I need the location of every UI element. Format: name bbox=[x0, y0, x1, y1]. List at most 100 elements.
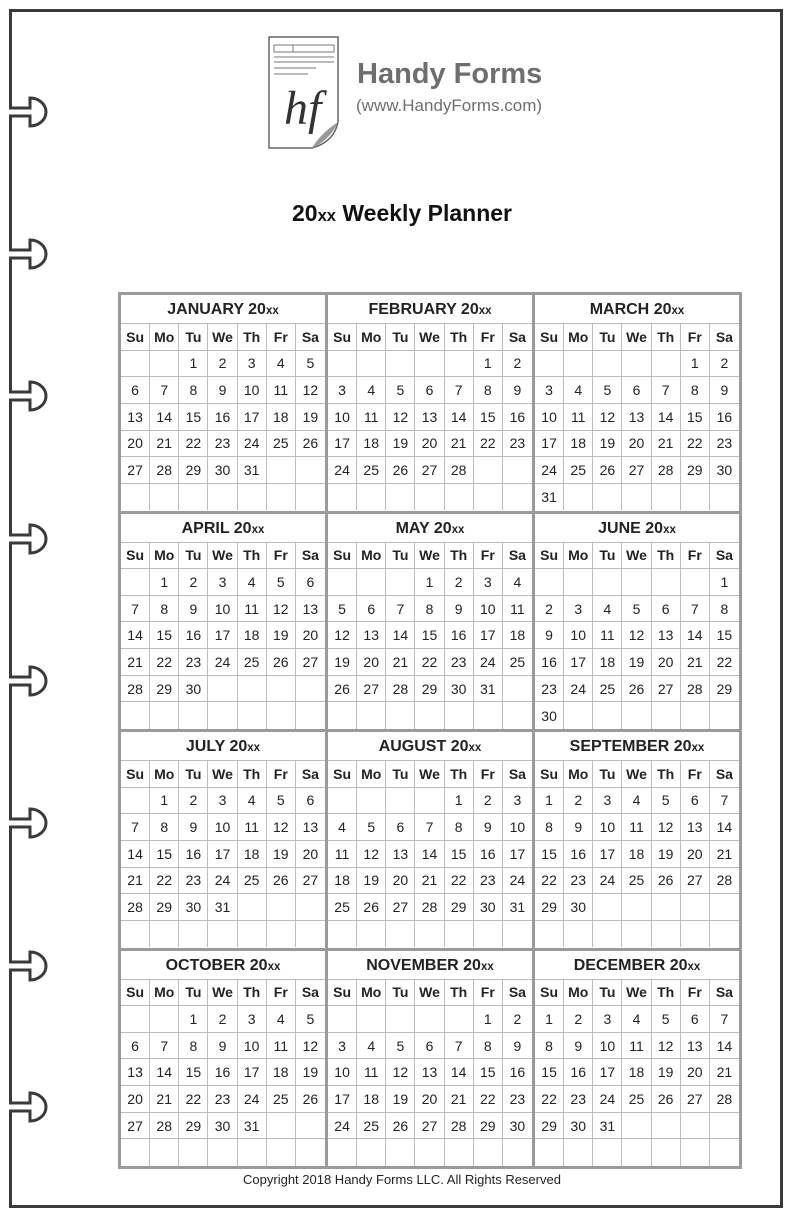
day-cell: 14 bbox=[444, 403, 474, 431]
day-cell: 10 bbox=[473, 595, 503, 623]
day-cell bbox=[238, 702, 267, 729]
day-cell: 12 bbox=[328, 622, 358, 650]
week-row: 14 15 16 17 18 19 20 bbox=[121, 622, 325, 650]
day-cell: 23 bbox=[564, 1086, 594, 1113]
day-cell: 7 bbox=[121, 595, 151, 623]
day-cell bbox=[357, 920, 387, 948]
day-cell: 25 bbox=[328, 894, 358, 921]
week-row bbox=[328, 702, 532, 729]
weekday-label: Su bbox=[121, 324, 151, 351]
weekday-label: Th bbox=[237, 979, 267, 1007]
day-cell: 28 bbox=[150, 457, 180, 484]
day-cell: 21 bbox=[121, 649, 151, 676]
week-row: 21 22 23 24 25 26 27 bbox=[121, 867, 325, 895]
day-cell: 18 bbox=[593, 649, 623, 676]
weekday-label: Fr bbox=[266, 324, 296, 351]
day-cell: 4 bbox=[357, 1032, 387, 1060]
day-cell bbox=[328, 1006, 358, 1033]
day-cell: 4 bbox=[502, 569, 532, 596]
weekday-label: Su bbox=[121, 542, 151, 570]
day-cell bbox=[593, 702, 623, 729]
day-cell: 29 bbox=[680, 457, 710, 484]
day-cell bbox=[503, 702, 532, 729]
day-cell: 20 bbox=[121, 1086, 151, 1113]
day-cell bbox=[680, 569, 710, 596]
day-cell bbox=[121, 1006, 151, 1033]
weekday-label: Mo bbox=[150, 979, 180, 1007]
handy-forms-logo: hf bbox=[268, 36, 339, 149]
day-cell bbox=[150, 702, 180, 729]
day-cell: 6 bbox=[295, 569, 325, 596]
weekday-label: We bbox=[415, 542, 445, 570]
day-cell: 7 bbox=[415, 814, 445, 841]
page-border bbox=[9, 9, 783, 1208]
weekday-label: Su bbox=[328, 542, 358, 570]
day-cell: 10 bbox=[502, 814, 532, 841]
day-cell: 30 bbox=[502, 1113, 532, 1140]
day-cell bbox=[652, 702, 681, 729]
day-cell: 4 bbox=[266, 1006, 296, 1033]
weekday-label: Sa bbox=[295, 761, 325, 788]
week-row bbox=[535, 920, 739, 948]
day-cell: 28 bbox=[386, 675, 416, 703]
day-cell: 22 bbox=[680, 430, 710, 458]
week-row: 24 25 26 27 28 29 30 bbox=[328, 1112, 532, 1140]
weekday-label: Fr bbox=[473, 324, 503, 351]
day-cell bbox=[121, 702, 151, 729]
day-cell: 19 bbox=[328, 649, 358, 676]
day-cell bbox=[473, 457, 503, 484]
weekday-label: Sa bbox=[502, 543, 532, 570]
day-cell: 10 bbox=[328, 1059, 358, 1087]
week-row: 17 18 19 20 21 22 23 bbox=[328, 1086, 532, 1113]
day-cell: 5 bbox=[651, 1006, 681, 1033]
day-cell bbox=[535, 350, 565, 378]
day-cell bbox=[622, 569, 652, 596]
day-cell: 13 bbox=[415, 1059, 445, 1087]
day-cell bbox=[179, 483, 209, 511]
week-row: 8 9 10 11 12 13 14 bbox=[535, 1032, 739, 1060]
day-cell: 16 bbox=[535, 649, 565, 676]
week-row: 10 11 12 13 14 15 16 bbox=[535, 403, 739, 431]
day-cell: 23 bbox=[564, 867, 594, 895]
day-cell: 6 bbox=[680, 1006, 710, 1033]
day-cell: 2 bbox=[208, 350, 238, 378]
weekday-label: Tu bbox=[179, 324, 209, 351]
day-cell: 30 bbox=[473, 894, 503, 921]
day-cell: 14 bbox=[150, 1059, 180, 1087]
weekday-label: Mo bbox=[357, 324, 387, 351]
day-cell: 23 bbox=[179, 867, 209, 895]
month-title: FEBRUARY 20xx bbox=[328, 295, 532, 324]
day-cell: 11 bbox=[328, 840, 358, 868]
day-cell bbox=[266, 894, 296, 921]
day-cell: 4 bbox=[622, 1006, 652, 1033]
day-cell: 25 bbox=[357, 1112, 387, 1140]
day-cell: 22 bbox=[535, 867, 565, 895]
day-cell: 5 bbox=[386, 377, 416, 404]
week-row: 18 19 20 21 22 23 24 bbox=[328, 867, 532, 895]
week-row: 1 bbox=[535, 569, 739, 596]
weekday-label: Tu bbox=[179, 761, 209, 788]
day-cell: 12 bbox=[651, 1032, 681, 1060]
day-cell bbox=[121, 1139, 151, 1166]
week-row: 29 30 31 bbox=[535, 1112, 739, 1140]
day-cell: 23 bbox=[208, 1086, 238, 1113]
weekday-label: Su bbox=[535, 324, 565, 351]
weekday-label: Fr bbox=[473, 542, 503, 570]
week-row: 10 11 12 13 14 15 16 bbox=[328, 1059, 532, 1087]
day-cell bbox=[680, 1112, 710, 1140]
month-january: JANUARY 20xx Su Mo Tu We Th Fr Sa 1 2 3 4 5 6 7 8 9 10 11 1… bbox=[121, 295, 325, 511]
day-cell: 22 bbox=[179, 1086, 209, 1113]
day-cell: 9 bbox=[208, 1032, 238, 1060]
week-row: 13 14 15 16 17 18 19 bbox=[121, 1059, 325, 1087]
year-calendar: JANUARY 20xx Su Mo Tu We Th Fr Sa 1 2 3 4 5 6 7 8 9 10 11 1… bbox=[118, 292, 742, 1169]
day-cell: 9 bbox=[179, 814, 209, 841]
day-cell bbox=[150, 1139, 180, 1166]
day-cell: 15 bbox=[680, 403, 710, 431]
day-cell: 13 bbox=[651, 622, 681, 650]
day-cell: 16 bbox=[564, 840, 594, 868]
day-cell: 10 bbox=[208, 814, 238, 841]
weekday-label: Fr bbox=[680, 761, 710, 788]
day-cell bbox=[179, 920, 209, 948]
day-cell bbox=[651, 569, 681, 596]
day-cell: 31 bbox=[237, 1112, 267, 1140]
